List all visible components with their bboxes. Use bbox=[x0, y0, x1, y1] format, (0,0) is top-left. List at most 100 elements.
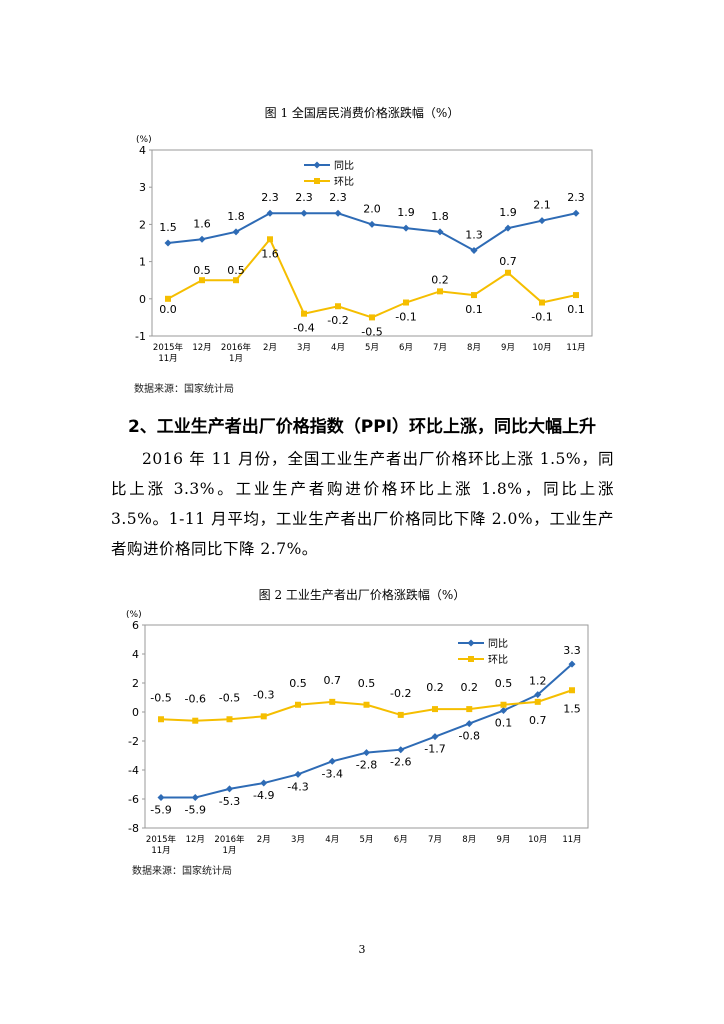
data-label-mom: -0.3 bbox=[253, 688, 274, 701]
legend-label: 同比 bbox=[488, 638, 508, 650]
data-label-mom: 0.5 bbox=[289, 677, 307, 690]
data-point-yoy bbox=[436, 228, 444, 236]
data-point-mom bbox=[539, 299, 545, 306]
data-point-mom bbox=[471, 292, 477, 299]
data-point-mom bbox=[165, 295, 171, 302]
data-label-mom: 0.5 bbox=[193, 264, 211, 277]
x-tick-label: 4月 bbox=[331, 343, 345, 353]
y-tick-label: 3 bbox=[139, 181, 146, 194]
data-point-mom bbox=[192, 717, 199, 724]
x-tick-month: 11月 bbox=[158, 354, 177, 364]
x-tick-label: 5月 bbox=[365, 343, 379, 353]
data-label-mom: 1.6 bbox=[261, 247, 279, 260]
x-tick-label: 2015年 11月 bbox=[146, 834, 177, 856]
y-tick-label: 2 bbox=[139, 218, 146, 231]
data-point-yoy bbox=[397, 746, 405, 754]
data-label-yoy: 2.3 bbox=[295, 191, 313, 204]
x-tick-label: 3月 bbox=[297, 343, 311, 353]
data-label-yoy: 1.2 bbox=[529, 675, 547, 688]
data-label-mom: 0.7 bbox=[499, 255, 517, 268]
legend-label: 环比 bbox=[334, 176, 354, 188]
data-label-mom: -0.2 bbox=[390, 687, 411, 700]
x-tick-month: 11月 bbox=[151, 846, 170, 856]
data-label-yoy: 2.1 bbox=[533, 199, 551, 212]
y-tick-label: -4 bbox=[128, 764, 139, 777]
page-number: 3 bbox=[358, 943, 366, 956]
y-tick-label: 2 bbox=[132, 677, 139, 690]
data-point-mom bbox=[267, 236, 273, 243]
data-label-yoy: 2.3 bbox=[261, 191, 279, 204]
data-point-yoy bbox=[334, 209, 342, 217]
data-point-mom bbox=[505, 269, 511, 276]
y-tick-label: 6 bbox=[132, 619, 139, 632]
data-point-yoy bbox=[470, 246, 478, 254]
data-label-yoy: -5.9 bbox=[185, 804, 206, 817]
data-point-yoy bbox=[198, 235, 206, 243]
data-label-mom: 0.1 bbox=[567, 303, 585, 316]
data-label-yoy: 1.5 bbox=[159, 221, 177, 234]
data-point-yoy bbox=[534, 691, 542, 699]
data-point-yoy bbox=[232, 228, 240, 236]
data-label-yoy: 3.3 bbox=[563, 644, 581, 657]
legend-marker bbox=[314, 178, 320, 184]
data-label-mom: 0.7 bbox=[324, 674, 342, 687]
x-tick-label: 11月 bbox=[566, 343, 585, 353]
data-label-yoy: 1.6 bbox=[193, 217, 211, 230]
data-label-yoy: 0.1 bbox=[495, 717, 513, 730]
figure2-source: 数据来源：国家统计局 bbox=[132, 866, 232, 877]
data-label-mom: -0.5 bbox=[150, 691, 171, 704]
data-label-mom: 0.2 bbox=[461, 681, 479, 694]
data-point-yoy bbox=[266, 209, 274, 217]
x-tick-label: 6月 bbox=[399, 343, 413, 353]
legend-marker bbox=[467, 639, 475, 647]
y-tick-label: 0 bbox=[139, 293, 146, 306]
y-tick-label: 1 bbox=[139, 256, 146, 269]
legend-label: 环比 bbox=[488, 654, 508, 666]
data-point-yoy bbox=[465, 720, 473, 728]
ppi-paragraph: 2016 年 11 月份，全国工业生产者出厂价格环比上涨 1.5%，同比上涨 3… bbox=[111, 450, 614, 558]
data-point-yoy bbox=[328, 757, 336, 765]
data-point-yoy bbox=[300, 209, 308, 217]
data-label-mom: -0.2 bbox=[327, 314, 348, 327]
x-tick-label: 11月 bbox=[562, 835, 581, 845]
y-tick-label: -1 bbox=[135, 330, 146, 343]
data-point-mom bbox=[403, 299, 409, 306]
data-label-yoy: -5.9 bbox=[150, 804, 171, 817]
data-point-mom bbox=[369, 314, 375, 321]
data-point-mom bbox=[335, 303, 341, 310]
y-unit-label: (%) bbox=[136, 135, 152, 145]
data-point-mom bbox=[397, 711, 404, 718]
x-tick-month: 1月 bbox=[223, 846, 237, 856]
x-tick-label: 10月 bbox=[532, 343, 551, 353]
y-tick-label: 0 bbox=[132, 706, 139, 719]
data-label-yoy: 1.9 bbox=[499, 206, 517, 219]
data-point-yoy bbox=[402, 224, 410, 232]
y-tick-label: 4 bbox=[139, 144, 146, 157]
x-tick-month: 1月 bbox=[229, 354, 243, 364]
data-label-yoy: 2.3 bbox=[329, 191, 347, 204]
plot-area bbox=[144, 624, 589, 829]
figure2-caption: 图 2 工业生产者出厂价格涨跌幅（%） bbox=[258, 588, 466, 602]
data-point-yoy bbox=[294, 770, 302, 778]
data-label-yoy: 1.8 bbox=[227, 210, 245, 223]
x-tick-label: 12月 bbox=[192, 343, 211, 353]
data-label-mom: -0.6 bbox=[185, 693, 206, 706]
data-label-yoy: 1.9 bbox=[397, 206, 415, 219]
data-point-yoy bbox=[431, 733, 439, 741]
legend-marker bbox=[313, 161, 321, 169]
legend-marker bbox=[468, 656, 474, 662]
data-point-mom bbox=[158, 716, 164, 723]
x-tick-label: 8月 bbox=[467, 343, 481, 353]
data-label-mom: 0.7 bbox=[529, 714, 547, 727]
data-point-mom bbox=[534, 698, 541, 705]
plot-area bbox=[151, 149, 593, 337]
x-tick-label: 2015年 11月 bbox=[153, 342, 184, 364]
data-point-yoy bbox=[572, 209, 580, 217]
data-point-yoy bbox=[368, 220, 376, 228]
data-point-mom bbox=[363, 701, 370, 708]
data-point-mom bbox=[295, 701, 301, 708]
x-tick-label: 12月 bbox=[186, 835, 205, 845]
data-label-yoy: -4.3 bbox=[287, 780, 308, 793]
x-tick-label: 2月 bbox=[257, 835, 271, 845]
